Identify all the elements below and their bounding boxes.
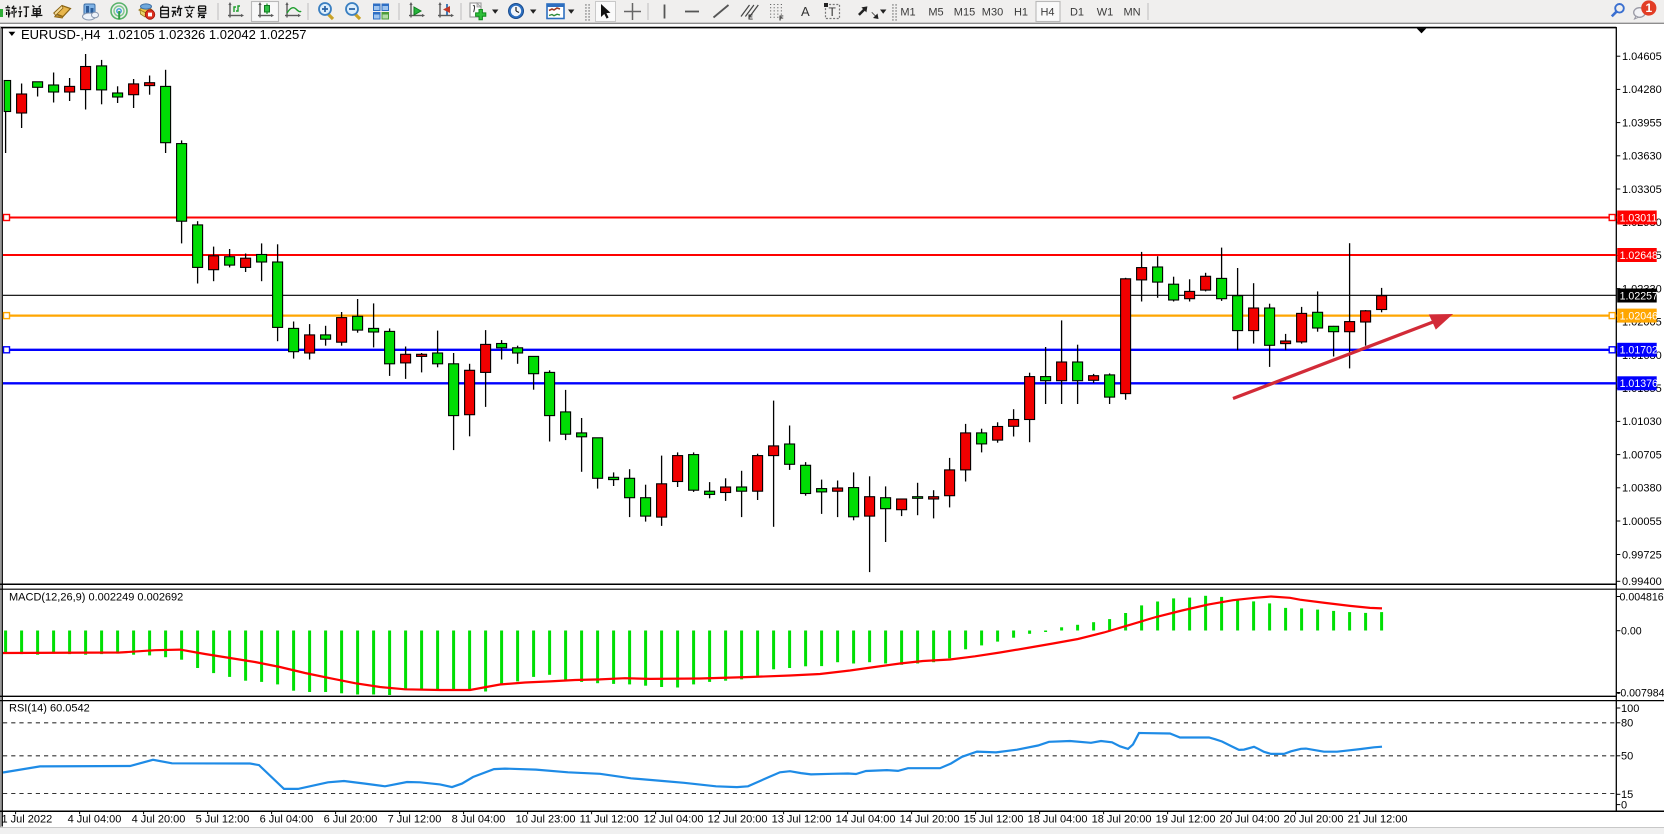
svg-text:1.01702: 1.01702	[1620, 345, 1658, 357]
svg-text:1 Jul 2022: 1 Jul 2022	[2, 814, 53, 826]
svg-text:1.00705: 1.00705	[1622, 449, 1662, 461]
svg-text:7 Jul 12:00: 7 Jul 12:00	[388, 814, 442, 826]
svg-text:M1: M1	[900, 7, 915, 19]
svg-text:1.00055: 1.00055	[1622, 516, 1662, 528]
svg-text:0: 0	[1621, 799, 1627, 811]
svg-text:19 Jul 12:00: 19 Jul 12:00	[1156, 814, 1216, 826]
svg-text:18 Jul 04:00: 18 Jul 04:00	[1028, 814, 1088, 826]
svg-text:D1: D1	[1070, 7, 1084, 19]
svg-text:0.99400: 0.99400	[1622, 576, 1662, 588]
svg-text:1.03305: 1.03305	[1622, 184, 1662, 196]
svg-text:H4: H4	[1040, 7, 1054, 19]
svg-text:20 Jul 04:00: 20 Jul 04:00	[1220, 814, 1280, 826]
svg-text:E: E	[748, 13, 753, 22]
svg-text:4 Jul 04:00: 4 Jul 04:00	[68, 814, 122, 826]
svg-text:1.01030: 1.01030	[1622, 416, 1662, 428]
svg-text:1.04605: 1.04605	[1622, 51, 1662, 63]
svg-text:0.00: 0.00	[1621, 626, 1642, 638]
svg-text:A: A	[801, 4, 810, 19]
svg-text:1: 1	[1645, 1, 1652, 15]
svg-text:1.03955: 1.03955	[1622, 117, 1662, 129]
svg-text:50: 50	[1621, 751, 1633, 763]
svg-text:0.99725: 0.99725	[1622, 549, 1662, 561]
svg-text:21 Jul 12:00: 21 Jul 12:00	[1348, 814, 1408, 826]
svg-text:13 Jul 12:00: 13 Jul 12:00	[772, 814, 832, 826]
svg-text:6 Jul 20:00: 6 Jul 20:00	[324, 814, 378, 826]
svg-text:1.00380: 1.00380	[1622, 483, 1662, 495]
svg-text:MN: MN	[1123, 7, 1140, 19]
svg-text:14 Jul 20:00: 14 Jul 20:00	[900, 814, 960, 826]
svg-text:1.02046: 1.02046	[1620, 311, 1658, 323]
svg-text:12 Jul 04:00: 12 Jul 04:00	[644, 814, 704, 826]
svg-text:M15: M15	[954, 7, 975, 19]
svg-text:1.02648: 1.02648	[1620, 250, 1658, 262]
svg-text:RSI(14) 60.0542: RSI(14) 60.0542	[9, 703, 90, 715]
svg-text:12 Jul 20:00: 12 Jul 20:00	[708, 814, 768, 826]
svg-text:H1: H1	[1014, 7, 1028, 19]
svg-text:1.02257: 1.02257	[1620, 290, 1658, 302]
svg-text:11 Jul 12:00: 11 Jul 12:00	[580, 814, 639, 826]
svg-text:T: T	[829, 5, 837, 19]
svg-text:14 Jul 04:00: 14 Jul 04:00	[836, 814, 896, 826]
svg-text:0.004816: 0.004816	[1620, 591, 1664, 603]
svg-text:M30: M30	[982, 7, 1003, 19]
svg-text:1.03011: 1.03011	[1620, 212, 1658, 224]
svg-text:100: 100	[1621, 703, 1639, 715]
svg-text:15: 15	[1621, 789, 1633, 801]
svg-text:EURUSD-,H4 1.02105 1.02326 1.: EURUSD-,H4 1.02105 1.02326 1.02042 1.022…	[21, 27, 306, 42]
svg-text:10 Jul 23:00: 10 Jul 23:00	[516, 814, 576, 826]
svg-text:8 Jul 04:00: 8 Jul 04:00	[452, 814, 506, 826]
svg-text:M5: M5	[928, 7, 943, 19]
svg-text:1.01376: 1.01376	[1620, 378, 1658, 390]
svg-text:F: F	[779, 14, 784, 23]
svg-text:80: 80	[1621, 718, 1633, 730]
svg-text:15 Jul 12:00: 15 Jul 12:00	[964, 814, 1024, 826]
svg-text:20 Jul 20:00: 20 Jul 20:00	[1284, 814, 1344, 826]
svg-text:1.04280: 1.04280	[1622, 84, 1662, 96]
svg-text:6 Jul 04:00: 6 Jul 04:00	[260, 814, 314, 826]
svg-text:-0.007984: -0.007984	[1617, 687, 1664, 699]
svg-text:MACD(12,26,9) 0.002249 0.00269: MACD(12,26,9) 0.002249 0.002692	[9, 592, 183, 604]
svg-text:18 Jul 20:00: 18 Jul 20:00	[1092, 814, 1152, 826]
svg-text:5 Jul 12:00: 5 Jul 12:00	[196, 814, 250, 826]
svg-text:W1: W1	[1097, 7, 1114, 19]
svg-text:4 Jul 20:00: 4 Jul 20:00	[132, 814, 186, 826]
svg-text:1.03630: 1.03630	[1622, 151, 1662, 163]
